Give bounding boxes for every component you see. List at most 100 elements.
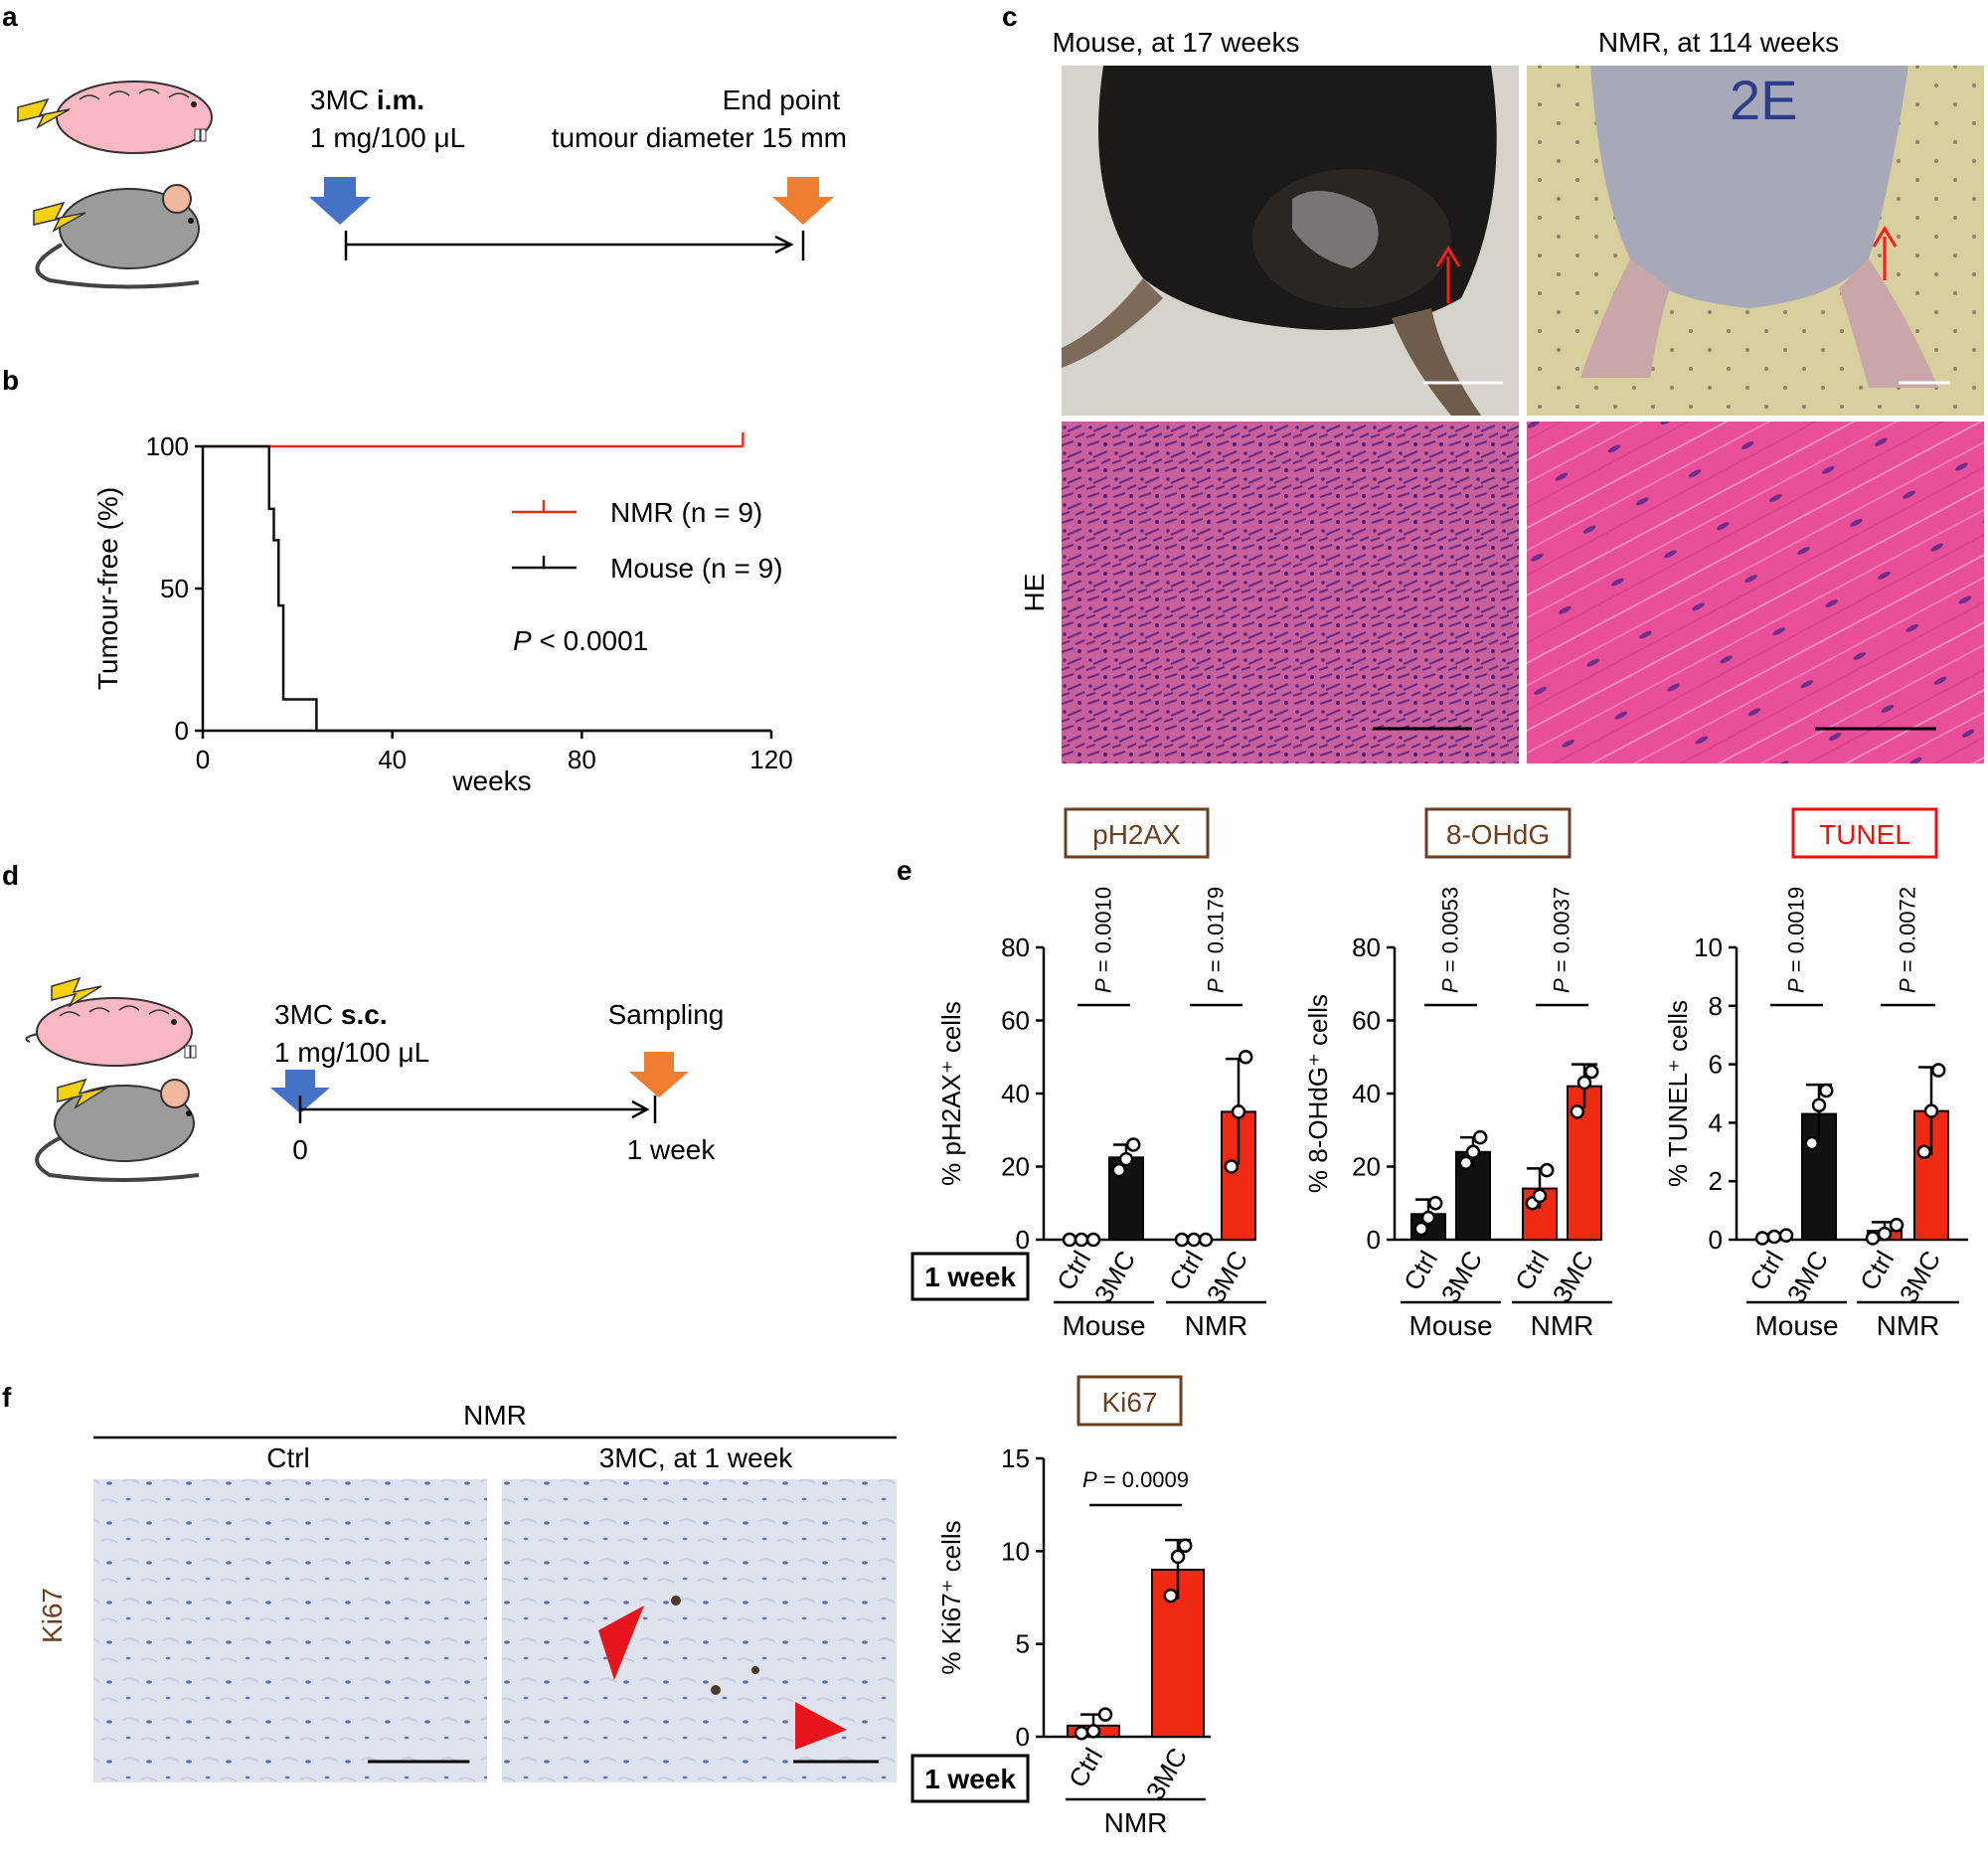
y-tick-label: 2 — [1709, 1166, 1723, 1196]
group-label-mouse: Mouse — [1408, 1310, 1492, 1341]
sampling-label: Sampling — [608, 999, 725, 1030]
mouse-photo-title: Mouse, at 17 weeks — [1052, 27, 1299, 58]
panel-f: NMR Ctrl 3MC, at 1 week Ki67 — [37, 1400, 897, 1782]
timeline-start-tick: 0 — [292, 1134, 308, 1165]
he-stain-label: HE — [1019, 574, 1050, 612]
data-point — [1170, 1549, 1186, 1565]
x-category-label: 3MC — [1140, 1743, 1193, 1805]
y-tick-label: 20 — [1001, 1152, 1030, 1182]
stain-title: 8-OHdG — [1446, 819, 1550, 850]
injection-text: 3MC — [310, 84, 377, 115]
y-tick-label: 8 — [1709, 991, 1723, 1021]
data-point — [1427, 1196, 1443, 1211]
week-box — [911, 1252, 1030, 1301]
y-tick-label: 20 — [1352, 1152, 1381, 1182]
group-label-mouse: Mouse — [1754, 1310, 1838, 1341]
data-point — [1231, 1104, 1246, 1119]
panel-d: 3MC s.c. 1 mg/100 μL Sampling 0 1 week — [25, 976, 725, 1182]
naked-mole-rat-icon — [25, 997, 197, 1067]
y-tick-label: 0 — [1016, 1225, 1030, 1255]
x-tick-label: 40 — [378, 745, 407, 774]
x-category-label: 3MC — [1894, 1246, 1946, 1308]
data-point — [1074, 1232, 1089, 1248]
data-point — [1074, 1726, 1089, 1741]
stain-title-box — [1077, 1375, 1183, 1427]
data-point — [1097, 1707, 1113, 1722]
stain-title: pH2AX — [1092, 819, 1181, 850]
data-point — [1465, 1144, 1481, 1160]
nmr-marker-text: 2E — [1730, 69, 1798, 131]
arrowhead-marker — [795, 1702, 847, 1750]
data-point — [1186, 1232, 1202, 1248]
data-point — [1472, 1129, 1488, 1145]
y-tick-label: 15 — [1001, 1443, 1030, 1473]
y-axis-label: % 8-OHdG⁺ cells — [1303, 994, 1333, 1193]
panel-c: Mouse, at 17 weeks NMR, at 114 weeks 2E … — [1019, 27, 1984, 763]
panel-label-c: c — [1002, 1, 1018, 32]
y-tick-label: 10 — [1001, 1536, 1030, 1566]
data-point — [1413, 1221, 1429, 1237]
data-point — [1062, 1232, 1077, 1248]
data-point — [1804, 1135, 1820, 1151]
group-label-nmr: NMR — [1877, 1310, 1940, 1341]
nmr-photo: 2E — [1527, 66, 1984, 416]
group-label-mouse: Mouse — [1062, 1310, 1145, 1341]
x-tick-label: 0 — [196, 745, 210, 774]
bar-3mc — [1801, 1112, 1837, 1241]
week-label: 1 week — [924, 1262, 1016, 1292]
data-point — [1754, 1231, 1770, 1246]
down-arrow-icon — [772, 177, 834, 225]
p-value-label: P = 0.0009 — [1082, 1467, 1189, 1492]
down-arrow-icon — [629, 1052, 689, 1098]
y-tick-label: 50 — [160, 574, 189, 603]
x-category-label: Ctrl — [1398, 1246, 1443, 1295]
lightning-icon — [33, 201, 86, 233]
y-tick-label: 40 — [1352, 1079, 1381, 1108]
group-label-nmr: NMR — [1185, 1310, 1248, 1341]
data-point — [1818, 1083, 1834, 1098]
data-point — [1930, 1063, 1946, 1078]
week-label: 1 week — [924, 1764, 1016, 1794]
data-point — [1224, 1159, 1240, 1174]
y-tick-label: 0 — [1367, 1225, 1381, 1255]
p-value-label: P = 0.0010 — [1091, 887, 1116, 993]
p-value-label: P = 0.0072 — [1896, 887, 1920, 993]
panel-label-a: a — [2, 1, 18, 32]
injection-route: i.m. — [377, 84, 424, 115]
x-axis-label: weeks — [451, 765, 531, 796]
panel-a: 3MC i.m. 1 mg/100 μL End point tumour di… — [17, 81, 847, 289]
group-label-nmr: NMR — [1104, 1807, 1168, 1838]
lightning-icon — [57, 1078, 108, 1110]
panel-label-b: b — [2, 365, 19, 396]
p-value-label: P = 0.0179 — [1204, 887, 1229, 993]
data-point — [1583, 1064, 1599, 1080]
ctrl-image-title: Ctrl — [266, 1442, 310, 1473]
ki67-ctrl-image — [93, 1479, 487, 1782]
data-point — [1778, 1228, 1794, 1243]
x-category-label: 3MC — [1088, 1246, 1141, 1308]
data-point — [1923, 1103, 1939, 1118]
nmr-photo-title: NMR, at 114 weeks — [1598, 27, 1839, 58]
data-point — [1198, 1232, 1214, 1248]
legend-label-mouse: Mouse (n = 9) — [610, 553, 783, 584]
x-category-label: Ctrl — [1854, 1246, 1900, 1295]
data-point — [1576, 1075, 1592, 1091]
down-arrow-icon — [309, 177, 371, 225]
y-axis-label: % TUNEL⁺ cells — [1663, 1000, 1693, 1187]
y-tick-label: 80 — [1352, 932, 1381, 962]
nmr-he-histology — [1527, 422, 1984, 763]
data-point — [1458, 1155, 1474, 1171]
p-value-label: P < 0.0001 — [513, 625, 648, 656]
stain-title: TUNEL — [1819, 819, 1910, 850]
y-tick-label: 0 — [1016, 1722, 1030, 1752]
data-point — [1111, 1162, 1127, 1178]
data-point — [1420, 1210, 1436, 1226]
x-tick-label: 80 — [568, 745, 596, 774]
data-point — [1177, 1538, 1193, 1553]
p-value-label: P = 0.0019 — [1784, 887, 1809, 993]
lightning-icon — [17, 97, 71, 129]
x-category-label: 3MC — [1201, 1246, 1253, 1308]
